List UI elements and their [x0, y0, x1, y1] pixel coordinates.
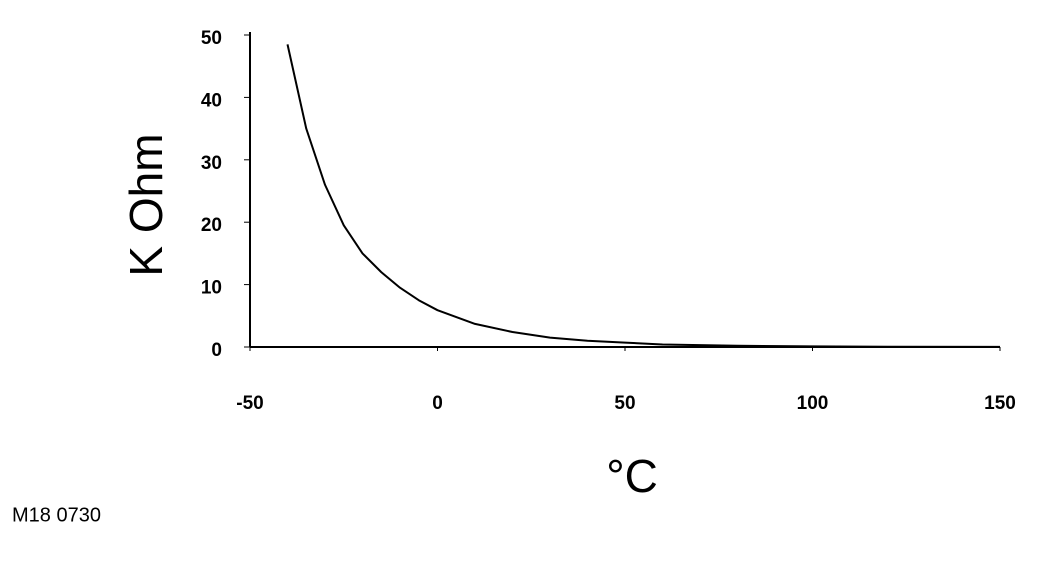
y-tick-label: 40: [201, 90, 222, 111]
y-tick-label: 20: [201, 215, 222, 236]
y-tick-label: 0: [211, 340, 222, 361]
x-tick-label: 0: [432, 393, 443, 414]
x-axis-title: °C: [606, 450, 658, 502]
x-tick-label: 150: [984, 393, 1016, 414]
x-tick-label: 100: [797, 393, 829, 414]
y-axis-title: K Ohm: [120, 133, 172, 276]
figure-id: M18 0730: [12, 504, 101, 526]
x-tick-label: -50: [236, 393, 263, 414]
x-tick-label: 50: [614, 393, 635, 414]
y-tick-label: 10: [201, 278, 222, 299]
y-tick-label: 30: [201, 153, 222, 174]
y-tick-label: 50: [201, 28, 222, 49]
data-line: [286, 44, 1001, 348]
